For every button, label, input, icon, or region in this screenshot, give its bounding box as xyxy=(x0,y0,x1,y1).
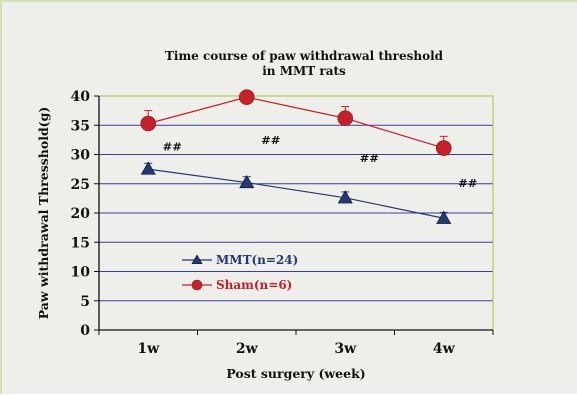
data-point-circle xyxy=(140,115,157,132)
data-point-triangle xyxy=(337,190,353,204)
y-tick-label: 25 xyxy=(71,177,90,193)
x-tick-label: 1w xyxy=(137,341,160,357)
data-point-circle xyxy=(435,140,452,156)
y-tick-label: 20 xyxy=(71,206,91,222)
series-line xyxy=(148,168,444,219)
series-layer xyxy=(140,89,452,224)
series-1 xyxy=(140,89,452,156)
y-tick-label: 10 xyxy=(71,265,91,281)
x-axis-label: Post surgery (week) xyxy=(226,366,365,381)
data-point-triangle xyxy=(436,210,452,224)
legend: MMT(n=24) Sham(n=6) xyxy=(182,253,298,292)
y-tick-label: 35 xyxy=(71,118,90,134)
data-point-circle xyxy=(337,110,354,127)
grid-lines xyxy=(99,95,493,302)
y-tick-label: 30 xyxy=(71,148,91,164)
chart-subtitle: in MMT rats xyxy=(262,64,346,78)
x-tick-labels: 1w 2w 3w 4w xyxy=(137,341,455,357)
chart-title: Time course of paw withdrawal threshold xyxy=(165,49,444,63)
x-tick-label: 4w xyxy=(433,341,456,357)
series-0 xyxy=(140,161,452,224)
y-tick-labels: 0 5 10 15 20 25 30 35 40 xyxy=(71,89,91,339)
y-tick-label: 0 xyxy=(80,323,90,339)
significance-annotation: ## xyxy=(261,133,280,147)
y-axis-label: Paw withdrawal Thresshold(g) xyxy=(36,107,51,320)
significance-annotation: ## xyxy=(163,139,182,153)
significance-annotation: ## xyxy=(360,151,379,165)
legend-label: Sham(n=6) xyxy=(216,278,292,292)
significance-annotation: ## xyxy=(458,176,477,190)
data-point-triangle xyxy=(191,254,203,265)
data-point-circle xyxy=(238,89,255,105)
data-point-triangle xyxy=(239,174,255,189)
y-tick-label: 40 xyxy=(71,89,91,105)
legend-item-0: MMT(n=24) xyxy=(182,253,298,267)
series-line xyxy=(148,96,444,149)
legend-item-1: Sham(n=6) xyxy=(182,278,292,292)
annotations: ## ## ## ## xyxy=(163,133,478,190)
y-tick-label: 5 xyxy=(80,294,90,310)
x-tick-label: 3w xyxy=(334,341,357,357)
data-point-circle xyxy=(191,279,203,291)
x-tick-label: 2w xyxy=(236,341,259,357)
data-point-triangle xyxy=(140,161,156,175)
y-tick-label: 15 xyxy=(71,235,90,251)
legend-label: MMT(n=24) xyxy=(216,253,298,267)
axes xyxy=(94,95,494,335)
